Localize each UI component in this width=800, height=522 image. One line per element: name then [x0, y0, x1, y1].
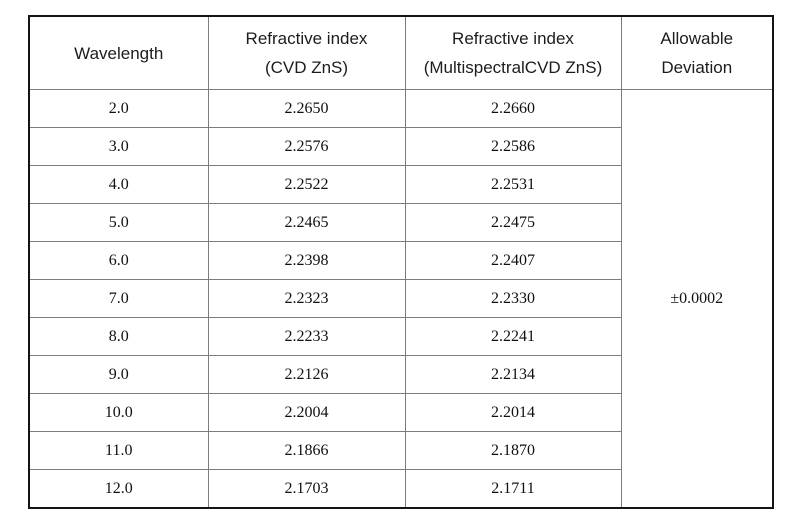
table-row: 5.0 2.2465 2.2475	[28, 203, 773, 242]
cell-cvd: 2.2126	[207, 355, 406, 394]
col-header-wavelength: Wavelength	[28, 15, 209, 90]
table-row: 9.0 2.2126 2.2134	[28, 355, 773, 394]
cell-multispectral: 2.2531	[404, 165, 622, 204]
cell-cvd: 2.2650	[207, 89, 406, 128]
cell-cvd: 2.2465	[207, 203, 406, 242]
cell-multispectral: 2.1711	[404, 469, 622, 509]
table-row: 8.0 2.2233 2.2241	[28, 317, 773, 356]
cell-wavelength: 9.0	[28, 355, 209, 394]
col-header-allowable-deviation: Allowable Deviation	[620, 15, 774, 90]
cell-wavelength: 12.0	[28, 469, 209, 509]
cell-wavelength: 2.0	[28, 89, 209, 128]
cell-cvd: 2.2323	[207, 279, 406, 318]
cell-multispectral: 2.2330	[404, 279, 622, 318]
cell-cvd: 2.2398	[207, 241, 406, 280]
cell-wavelength: 5.0	[28, 203, 209, 242]
table-row: 3.0 2.2576 2.2586	[28, 127, 773, 166]
cell-cvd: 2.2233	[207, 317, 406, 356]
table-row: 12.0 2.1703 2.1711	[28, 469, 773, 509]
cell-cvd: 2.1703	[207, 469, 406, 509]
table-row: 6.0 2.2398 2.2407	[28, 241, 773, 280]
cell-multispectral: 2.2134	[404, 355, 622, 394]
table-row: 4.0 2.2522 2.2531	[28, 165, 773, 204]
cell-wavelength: 8.0	[28, 317, 209, 356]
table-row: 10.0 2.2004 2.2014	[28, 393, 773, 432]
cell-wavelength: 3.0	[28, 127, 209, 166]
cell-multispectral: 2.2660	[404, 89, 622, 128]
cell-wavelength: 4.0	[28, 165, 209, 204]
refractive-index-table: Wavelength Refractive index (CVD ZnS) Re…	[28, 15, 774, 509]
cell-cvd: 2.2576	[207, 127, 406, 166]
col-header-cvd: Refractive index (CVD ZnS)	[207, 15, 406, 90]
cell-wavelength: 6.0	[28, 241, 209, 280]
col-header-multispectral: Refractive index (MultispectralCVD ZnS)	[404, 15, 622, 90]
cell-wavelength: 11.0	[28, 431, 209, 470]
cell-wavelength: 7.0	[28, 279, 209, 318]
cell-multispectral: 2.1870	[404, 431, 622, 470]
header-row: Wavelength Refractive index (CVD ZnS) Re…	[28, 15, 774, 90]
table-row: 11.0 2.1866 2.1870	[28, 431, 773, 470]
cell-multispectral: 2.2407	[404, 241, 622, 280]
cell-multispectral: 2.2475	[404, 203, 622, 242]
cell-cvd: 2.2522	[207, 165, 406, 204]
cell-wavelength: 10.0	[28, 393, 209, 432]
cell-cvd: 2.2004	[207, 393, 406, 432]
table-row: 7.0 2.2323 2.2330	[28, 279, 773, 318]
col-header-wavelength-label: Wavelength	[74, 43, 164, 63]
cell-multispectral: 2.2586	[404, 127, 622, 166]
allowable-deviation-value: ±0.0002	[620, 89, 774, 509]
cell-cvd: 2.1866	[207, 431, 406, 470]
cell-multispectral: 2.2014	[404, 393, 622, 432]
table-row: 2.0 2.2650 2.2660 ±0.0002	[28, 89, 774, 509]
cell-multispectral: 2.2241	[404, 317, 622, 356]
